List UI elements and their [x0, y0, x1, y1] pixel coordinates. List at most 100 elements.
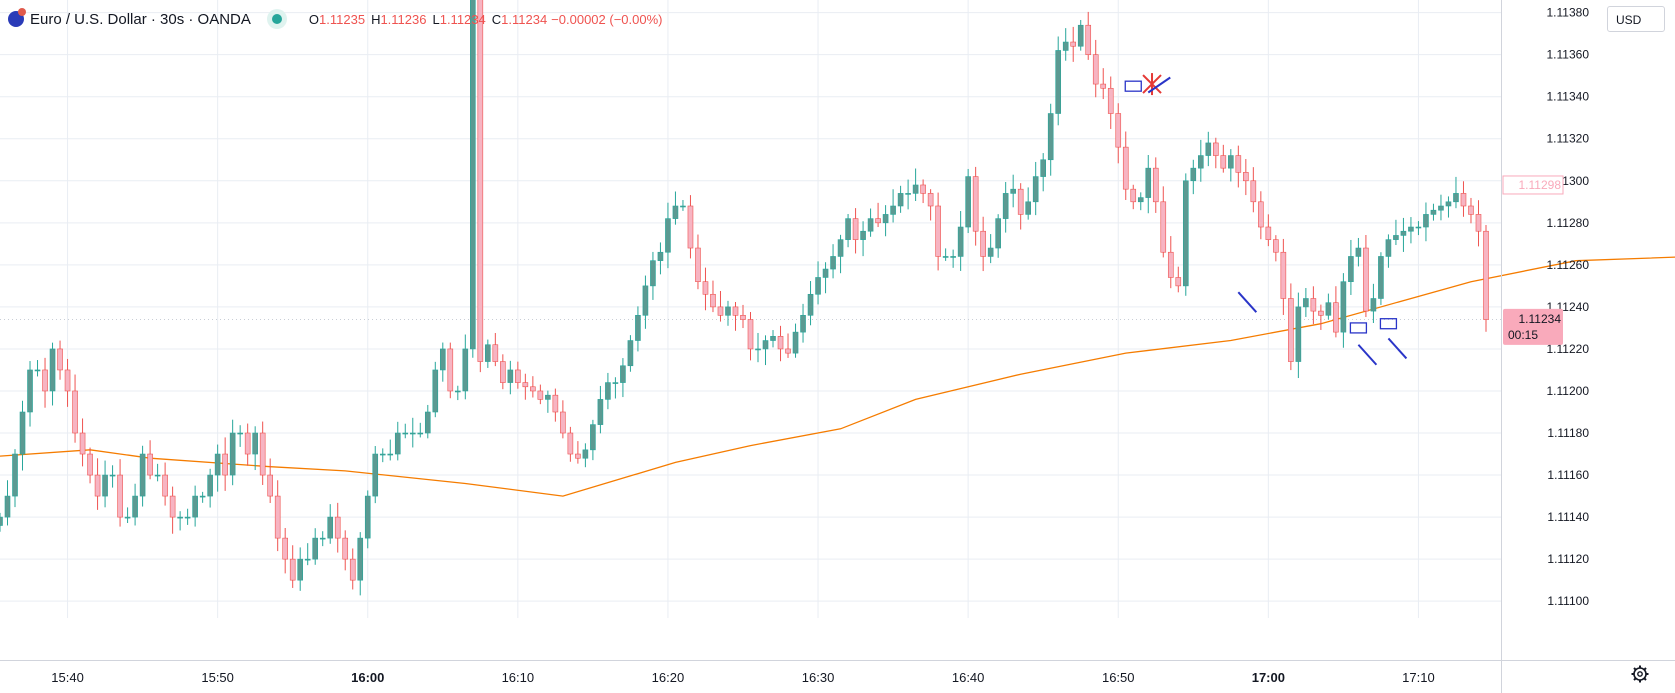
candle-body — [19, 411, 26, 455]
down-candle — [1122, 131, 1129, 200]
currency-selector[interactable]: USD — [1607, 6, 1665, 32]
candle-body — [987, 247, 994, 257]
candle-body — [762, 340, 769, 350]
up-candle — [1438, 194, 1444, 221]
candle-body — [605, 382, 611, 400]
candle-body — [267, 474, 273, 497]
candle-body — [800, 315, 806, 333]
up-candle — [0, 512, 3, 532]
star-marker[interactable] — [1142, 73, 1162, 96]
up-candle — [590, 419, 596, 461]
candle-body — [500, 361, 506, 383]
candle-body — [379, 453, 386, 456]
up-candle — [394, 421, 401, 461]
up-candle — [177, 511, 183, 531]
candle-body — [1408, 226, 1414, 232]
candle-body — [49, 348, 56, 392]
down-candle — [1152, 157, 1159, 213]
candle-body — [1160, 201, 1167, 253]
down-candle — [687, 195, 694, 259]
up-candle — [49, 342, 56, 406]
up-candle — [1340, 273, 1347, 348]
candle-body — [710, 293, 716, 308]
down-candle — [777, 325, 784, 362]
up-candle — [455, 385, 461, 401]
candle-body — [1250, 180, 1257, 203]
candle-body — [334, 516, 341, 539]
rectangle-drawing[interactable] — [1124, 80, 1142, 92]
down-candle — [1070, 26, 1077, 62]
trend-line-drawing[interactable] — [1387, 337, 1408, 360]
candle-body — [680, 205, 686, 208]
candle-body — [1235, 155, 1242, 173]
candle-body — [1032, 176, 1039, 203]
gear-icon[interactable] — [1630, 664, 1650, 684]
chart-grid — [0, 0, 1501, 618]
up-candle — [312, 528, 319, 565]
candle-body — [1288, 298, 1294, 362]
y-tick-label: 1.11140 — [1547, 510, 1589, 524]
candle-body — [725, 306, 731, 316]
trend-line-drawing[interactable] — [1357, 344, 1378, 366]
up-candle — [1205, 131, 1212, 167]
up-candle — [1190, 159, 1197, 195]
up-candle — [965, 168, 971, 234]
up-candle — [987, 234, 994, 264]
candle-body — [1378, 256, 1384, 299]
rectangle-drawing[interactable] — [1379, 318, 1398, 330]
up-candle — [620, 358, 626, 398]
user-drawings[interactable] — [1124, 73, 1408, 366]
candle-body — [950, 256, 956, 258]
candle-body — [470, 0, 476, 350]
candle-body — [1122, 146, 1129, 190]
candle-body — [777, 336, 784, 350]
last-price-badge: 1.11234 00:15 — [1503, 308, 1563, 345]
candles — [0, 0, 1489, 596]
candle-body — [1265, 226, 1272, 240]
candle-body — [522, 382, 529, 388]
down-candle — [1235, 145, 1242, 188]
down-candle — [94, 458, 101, 510]
down-candle — [274, 480, 281, 552]
candle-body — [1460, 193, 1467, 207]
up-candle — [627, 335, 634, 372]
candle-body — [417, 432, 424, 435]
candle-body — [927, 193, 934, 207]
trend-line-drawing[interactable] — [1237, 291, 1258, 313]
candle-body — [1363, 247, 1369, 312]
candle-body — [1040, 159, 1046, 177]
up-candle — [34, 360, 41, 377]
symbol-title[interactable]: Euro / U.S. Dollar · 30s · OANDA — [30, 10, 251, 28]
trend-line-drawing[interactable] — [1147, 76, 1171, 94]
low-label: L — [432, 11, 440, 27]
candle-body — [1130, 188, 1137, 203]
up-candle — [327, 504, 334, 544]
down-candle — [147, 440, 153, 480]
up-candle — [1385, 234, 1392, 268]
up-candle — [1303, 288, 1309, 317]
candle-body — [387, 453, 394, 456]
candle-body — [1385, 239, 1392, 257]
candle-body — [785, 348, 791, 354]
rectangle-drawing[interactable] — [1349, 322, 1368, 334]
candle-body — [4, 495, 11, 518]
down-candle — [935, 192, 941, 271]
candle-body — [477, 0, 484, 362]
candle-body — [252, 432, 258, 455]
candle-body — [612, 382, 619, 384]
ema-polyline — [0, 256, 1675, 497]
open-value: 1.11235 — [319, 11, 366, 27]
down-candle — [1092, 39, 1099, 98]
up-candle — [357, 532, 364, 596]
candle-body — [455, 390, 461, 393]
candle-body — [1438, 205, 1444, 211]
candle-body — [815, 277, 821, 295]
up-candle — [184, 508, 191, 525]
candle-body — [124, 516, 131, 519]
candle-body — [1152, 167, 1159, 203]
candle-body — [109, 474, 116, 477]
candle-body — [1197, 155, 1204, 169]
candle-body — [64, 369, 71, 392]
down-candle — [334, 502, 341, 553]
